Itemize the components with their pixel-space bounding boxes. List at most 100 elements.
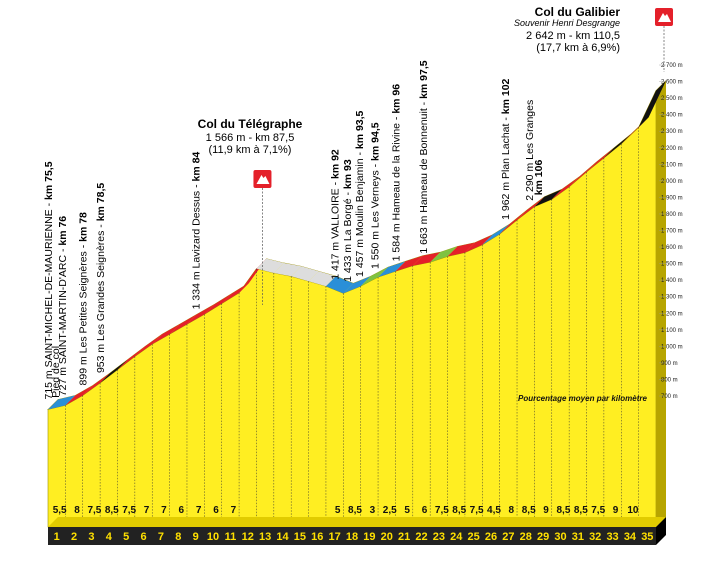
waypoint-km: km 102: [500, 78, 512, 114]
waypoint-label: 715 m SAINT-MICHEL-DE-MAURIENNE - km 75,…: [43, 161, 55, 399]
waypoint-name: 953 m Les Grandes Seignères -: [95, 221, 107, 373]
km-number: 3: [88, 531, 94, 543]
gradient-label: 7,5: [87, 505, 101, 516]
gradient-label: 5,5: [53, 505, 67, 516]
ridge-segment: [221, 282, 250, 304]
km-grid: [65, 127, 639, 527]
km-number: 7: [158, 531, 164, 543]
elevation-tick-label: 1 200 m: [661, 311, 683, 317]
ridge-segment: [482, 224, 510, 245]
elevation-tick-label: 2 000 m: [661, 179, 683, 185]
ridge-segment: [308, 271, 336, 287]
gradient-label: 7: [144, 505, 150, 516]
ridge-segment: [360, 267, 389, 287]
ridge-segment: [447, 242, 475, 257]
elevation-tick-label: 1 400 m: [661, 278, 683, 284]
mountain-icon: [256, 175, 270, 184]
gradient-labels: 5,5 8 7,5 8,5 7,5 7 7 6 7 6 7 5 8,5 3 2,5 5 6 7,5 8,5 7,5 4,…: [53, 505, 639, 516]
gradient-label: 2,5: [383, 505, 397, 516]
gradient-label: 7,5: [122, 505, 136, 516]
ridge-segment: [586, 147, 614, 173]
gradient-label: 8,5: [522, 505, 536, 516]
elevation-tick-label: 2 700 m: [661, 63, 683, 69]
waypoint-name: 727 m SAINT-MARTIN-D'ARC -: [57, 246, 69, 397]
waypoint-label: 1 433 m La Borgé - km 93: [342, 159, 354, 282]
gradient-label: 4,5: [487, 505, 501, 516]
gradient-label: 7,5: [470, 505, 484, 516]
waypoint-km: km 78,5: [95, 183, 107, 222]
waypoint-name: Pied de col: [50, 346, 62, 398]
ridge-segment: [117, 346, 145, 370]
waypoint-name: 1 433 m La Borgé -: [342, 189, 354, 282]
gradient-label: 6: [179, 505, 185, 516]
ridge-segment: [638, 80, 666, 128]
ridge-segment: [551, 176, 580, 200]
gradient-label: 8,5: [452, 505, 466, 516]
ridge-segment: [430, 246, 458, 263]
ridge-segment: [343, 276, 371, 294]
gradient-label: 7: [231, 505, 237, 516]
elevation-tick-label: 2 200 m: [661, 146, 683, 152]
elevation-tick-label: 1 800 m: [661, 212, 683, 218]
waypoint-label: 1 417 m VALLOIRE - km 92: [330, 149, 342, 280]
ridge-segment: [291, 266, 319, 282]
km-number: 4: [106, 531, 113, 543]
elevation-tick-label: 1 900 m: [661, 195, 683, 201]
km-base-band: 1 2 3 4 5 6 7 8 9 10 11 12 13 14 15 16 17 18 19 20 21 22 23 24 2…: [48, 517, 666, 545]
km-number: 21: [398, 531, 410, 543]
waypoint-label: 1 457 m Moulin Benjamin - km 93,5: [354, 110, 366, 277]
elevation-scale: 700 m 800 m 900 m 1 000 m 1 100 m 1 200 m 1 30…: [659, 63, 683, 400]
km-number: 1: [54, 531, 60, 543]
km-number: 35: [641, 531, 653, 543]
km-number: 5: [123, 531, 129, 543]
waypoint-label: 2 290 m Les Granges: [524, 100, 536, 201]
km-number: 13: [259, 531, 271, 543]
summit-length-grade: (11,9 km à 7,1%): [209, 144, 292, 156]
waypoint-name: 1 334 m Lavizard Dessus -: [191, 182, 203, 310]
ridge-segment: [412, 252, 441, 266]
legend-text: Pourcentage moyen par kilomètre: [518, 394, 647, 403]
km-number: 28: [520, 531, 532, 543]
gradient-label: 7: [161, 505, 167, 516]
waypoint-km: km 75,5: [43, 161, 55, 200]
ridge-segment: [499, 210, 528, 235]
waypoint-name: 715 m SAINT-MICHEL-DE-MAURIENNE -: [43, 200, 55, 400]
ridge-segment: [569, 162, 597, 187]
gradient-label: 9: [543, 505, 549, 516]
ridge-segment: [82, 373, 111, 396]
ridge-segment: [603, 133, 632, 158]
km-number: 18: [346, 531, 358, 543]
km-number: 9: [193, 531, 199, 543]
ridge-segment: [464, 234, 493, 253]
ridge-segment: [395, 255, 423, 272]
profile-side-face: [656, 80, 666, 527]
waypoint-name: 1 550 m Les Verneys -: [370, 161, 382, 269]
km-number: 15: [294, 531, 306, 543]
elevation-tick-label: 1 500 m: [661, 262, 683, 268]
elevation-tick-label: 2 100 m: [661, 162, 683, 168]
waypoint-name: 899 m Les Petites Seignères -: [78, 242, 90, 386]
km-number: 32: [589, 531, 601, 543]
summit-name: Col du Télégraphe: [198, 117, 303, 131]
waypoint-name: 1 663 m Hameau de Bonnenuit -: [418, 99, 430, 254]
elevation-tick-label: 1 600 m: [661, 245, 683, 251]
waypoint-km: km 92: [330, 149, 342, 179]
waypoint-label: 1 663 m Hameau de Bonnenuit - km 97,5: [418, 60, 430, 253]
waypoint-label: 899 m Les Petites Seignères - km 78: [78, 212, 90, 386]
elevation-tick-label: 1 000 m: [661, 344, 683, 350]
waypoint-name: 1 417 m VALLOIRE -: [330, 179, 342, 280]
km-number: 19: [363, 531, 375, 543]
ridge-segment: [256, 258, 284, 273]
ridge-segment: [534, 189, 562, 207]
km-number: 31: [572, 531, 584, 543]
summit-name: Col du Galibier: [535, 5, 621, 19]
gradient-label: 6: [422, 505, 428, 516]
km-number: 6: [140, 531, 146, 543]
gradient-label: 9: [613, 505, 619, 516]
waypoint-label: 1 962 m Plan Lachat - km 102: [500, 78, 512, 219]
elevation-tick-label: 2 400 m: [661, 113, 683, 119]
elevation-tick-label: 2 300 m: [661, 129, 683, 135]
waypoint-km: km 84: [191, 152, 203, 182]
km-number: 26: [485, 531, 497, 543]
